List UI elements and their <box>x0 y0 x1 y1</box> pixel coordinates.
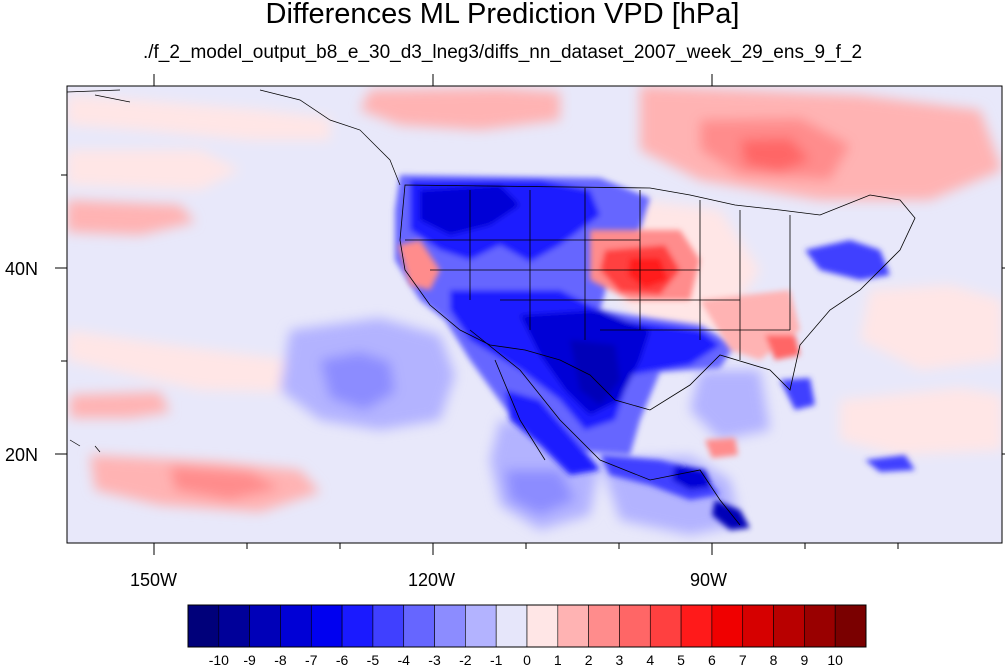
us-borders <box>399 184 916 411</box>
colorbar-label: 3 <box>615 652 624 668</box>
colorbar-label: 0 <box>523 652 531 668</box>
colorbar-label: -3 <box>428 652 441 668</box>
colorbar-box <box>249 604 281 648</box>
western-us-negative <box>395 175 915 530</box>
colorbar-label: 2 <box>584 652 593 668</box>
colorbar-box <box>742 604 774 648</box>
colorbar-label: 6 <box>708 652 716 668</box>
colorbar-label: 5 <box>677 652 685 668</box>
pacific-pattern <box>67 95 1002 535</box>
colorbar-box <box>280 604 312 648</box>
colorbar-box <box>804 604 836 648</box>
map-field <box>67 86 1002 543</box>
colorbar-label: 4 <box>646 652 655 668</box>
lon-label-150w: 150W <box>130 570 178 590</box>
chart-subtitle: ./f_2_model_output_b8_e_30_d3_lneg3/diff… <box>142 42 863 63</box>
colorbar-label: -9 <box>243 652 256 668</box>
lat-label-40n: 40N <box>5 259 39 279</box>
colorbar-label: -10 <box>208 652 229 668</box>
colorbar-label: 9 <box>800 652 809 668</box>
colorbar-label: 7 <box>738 652 747 668</box>
colorbar-box <box>341 604 374 648</box>
colorbar-label: -1 <box>489 652 503 668</box>
colorbar-box <box>495 604 528 648</box>
colorbar-box <box>619 604 651 648</box>
chart-title: Differences ML Prediction VPD [hPa] <box>265 0 740 30</box>
colorbar-box <box>434 604 466 648</box>
colorbar-label: -2 <box>459 652 472 668</box>
colorbar <box>187 604 867 648</box>
coastlines-north <box>67 89 401 453</box>
map-frame <box>66 85 1003 544</box>
colorbar-box <box>526 604 559 648</box>
mexico-borders <box>469 329 741 526</box>
colorbar-label: 8 <box>769 652 778 668</box>
colorbar-box <box>372 604 405 648</box>
colorbar-box <box>649 604 682 648</box>
lon-label-90w: 90W <box>690 570 728 590</box>
colorbar-label: -8 <box>274 652 287 668</box>
colorbar-box <box>187 604 220 648</box>
colorbar-box <box>465 604 497 648</box>
colorbar-box <box>557 604 589 648</box>
colorbar-box <box>218 604 250 648</box>
north-pattern <box>360 86 1002 370</box>
map-ticks <box>55 74 1005 555</box>
colorbar-label: -7 <box>305 652 318 668</box>
colorbar-label: 10 <box>827 652 843 668</box>
lat-label-20n: 20N <box>5 445 39 465</box>
colorbar-label: -6 <box>335 652 349 668</box>
colorbar-label: -5 <box>366 652 380 668</box>
colorbar-box <box>310 604 343 648</box>
colorbar-label: -4 <box>397 652 410 668</box>
colorbar-box <box>834 604 867 648</box>
colorbar-label: 1 <box>553 652 562 668</box>
lon-label-120w: 120W <box>408 570 456 590</box>
colorbar-box <box>773 604 805 648</box>
colorbar-box <box>711 604 744 648</box>
colorbar-box <box>588 604 620 648</box>
colorbar-box <box>403 604 435 648</box>
colorbar-box <box>680 604 713 648</box>
